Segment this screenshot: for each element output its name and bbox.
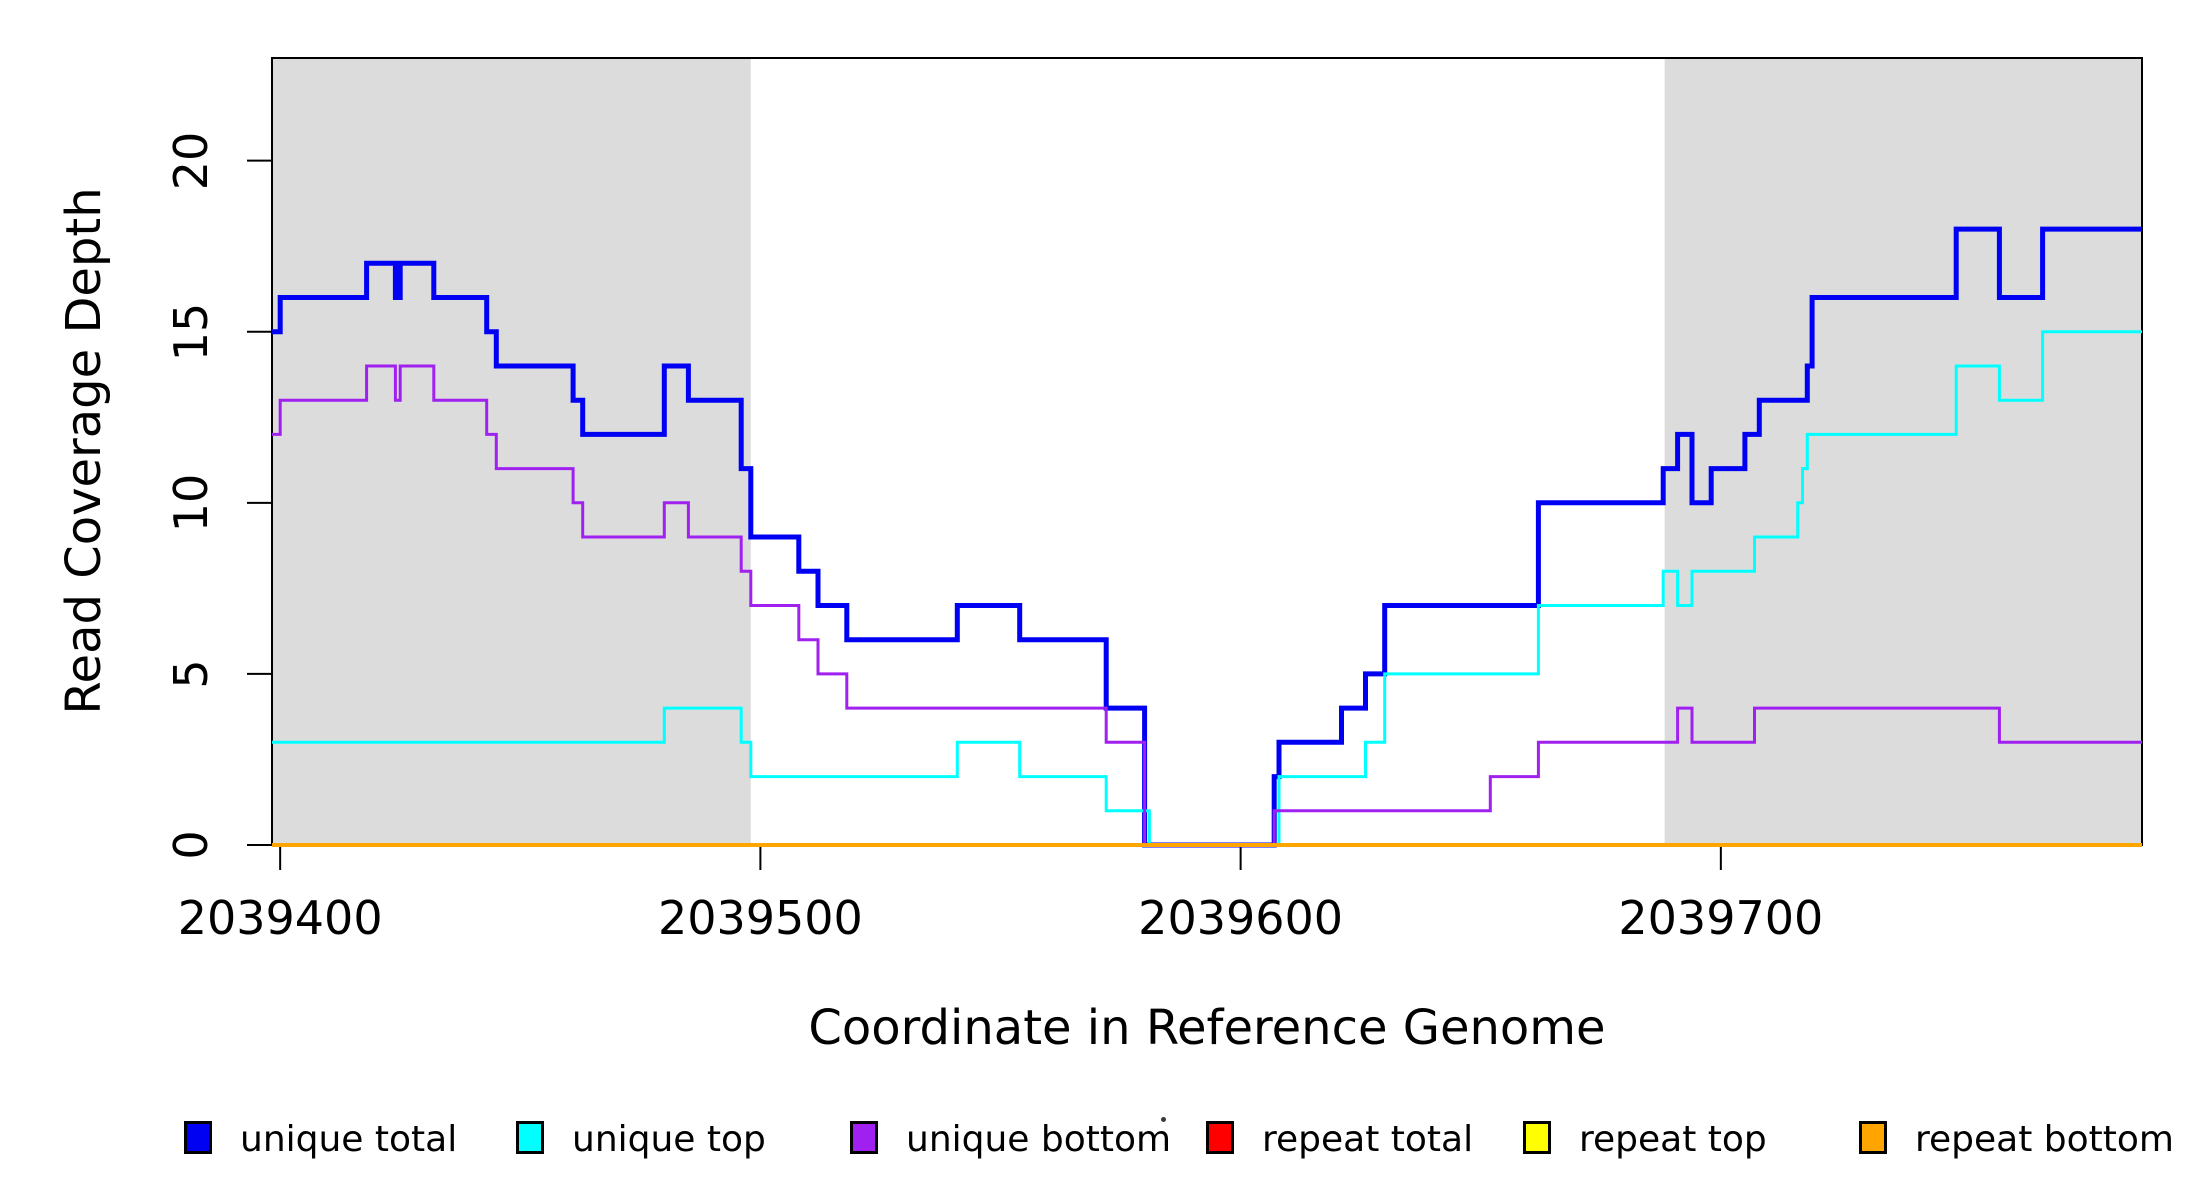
legend-swatch-icon xyxy=(1523,1121,1551,1154)
legend-label: repeat total xyxy=(1262,1119,1474,1160)
y-tick-label: 0 xyxy=(164,830,218,860)
series-unique-bottom xyxy=(272,364,2142,847)
legend-label: unique total xyxy=(240,1119,458,1160)
shaded-region-1 xyxy=(1664,58,2142,845)
shaded-region-0 xyxy=(272,58,751,845)
y-axis-title: Read Coverage Depth xyxy=(56,187,112,715)
legend-swatch-icon xyxy=(1859,1121,1887,1154)
legend-label: repeat bottom xyxy=(1915,1119,2174,1160)
legend-label: repeat top xyxy=(1579,1119,1767,1160)
legend-label: unique bottom xyxy=(906,1119,1172,1160)
y-tick-label: 15 xyxy=(164,302,218,362)
legend-label: unique top xyxy=(572,1119,766,1160)
stray-dot-icon xyxy=(1161,1117,1166,1122)
x-axis-title: Coordinate in Reference Genome xyxy=(808,1000,1606,1056)
series-unique-total xyxy=(272,226,2142,848)
y-tick-label: 5 xyxy=(164,659,218,689)
legend-swatch-icon xyxy=(516,1121,544,1154)
y-tick-label: 10 xyxy=(164,473,218,533)
series-unique-top xyxy=(272,330,2142,847)
y-tick-label: 20 xyxy=(164,131,218,190)
legend-swatch-icon xyxy=(1206,1121,1234,1154)
x-tick-label: 2039700 xyxy=(1618,891,1824,945)
x-tick-label: 2039400 xyxy=(177,891,383,945)
x-tick-label: 2039500 xyxy=(657,891,863,945)
legend-swatch-icon xyxy=(850,1121,878,1154)
legend-swatch-icon xyxy=(184,1121,212,1154)
x-tick-label: 2039600 xyxy=(1138,891,1344,945)
